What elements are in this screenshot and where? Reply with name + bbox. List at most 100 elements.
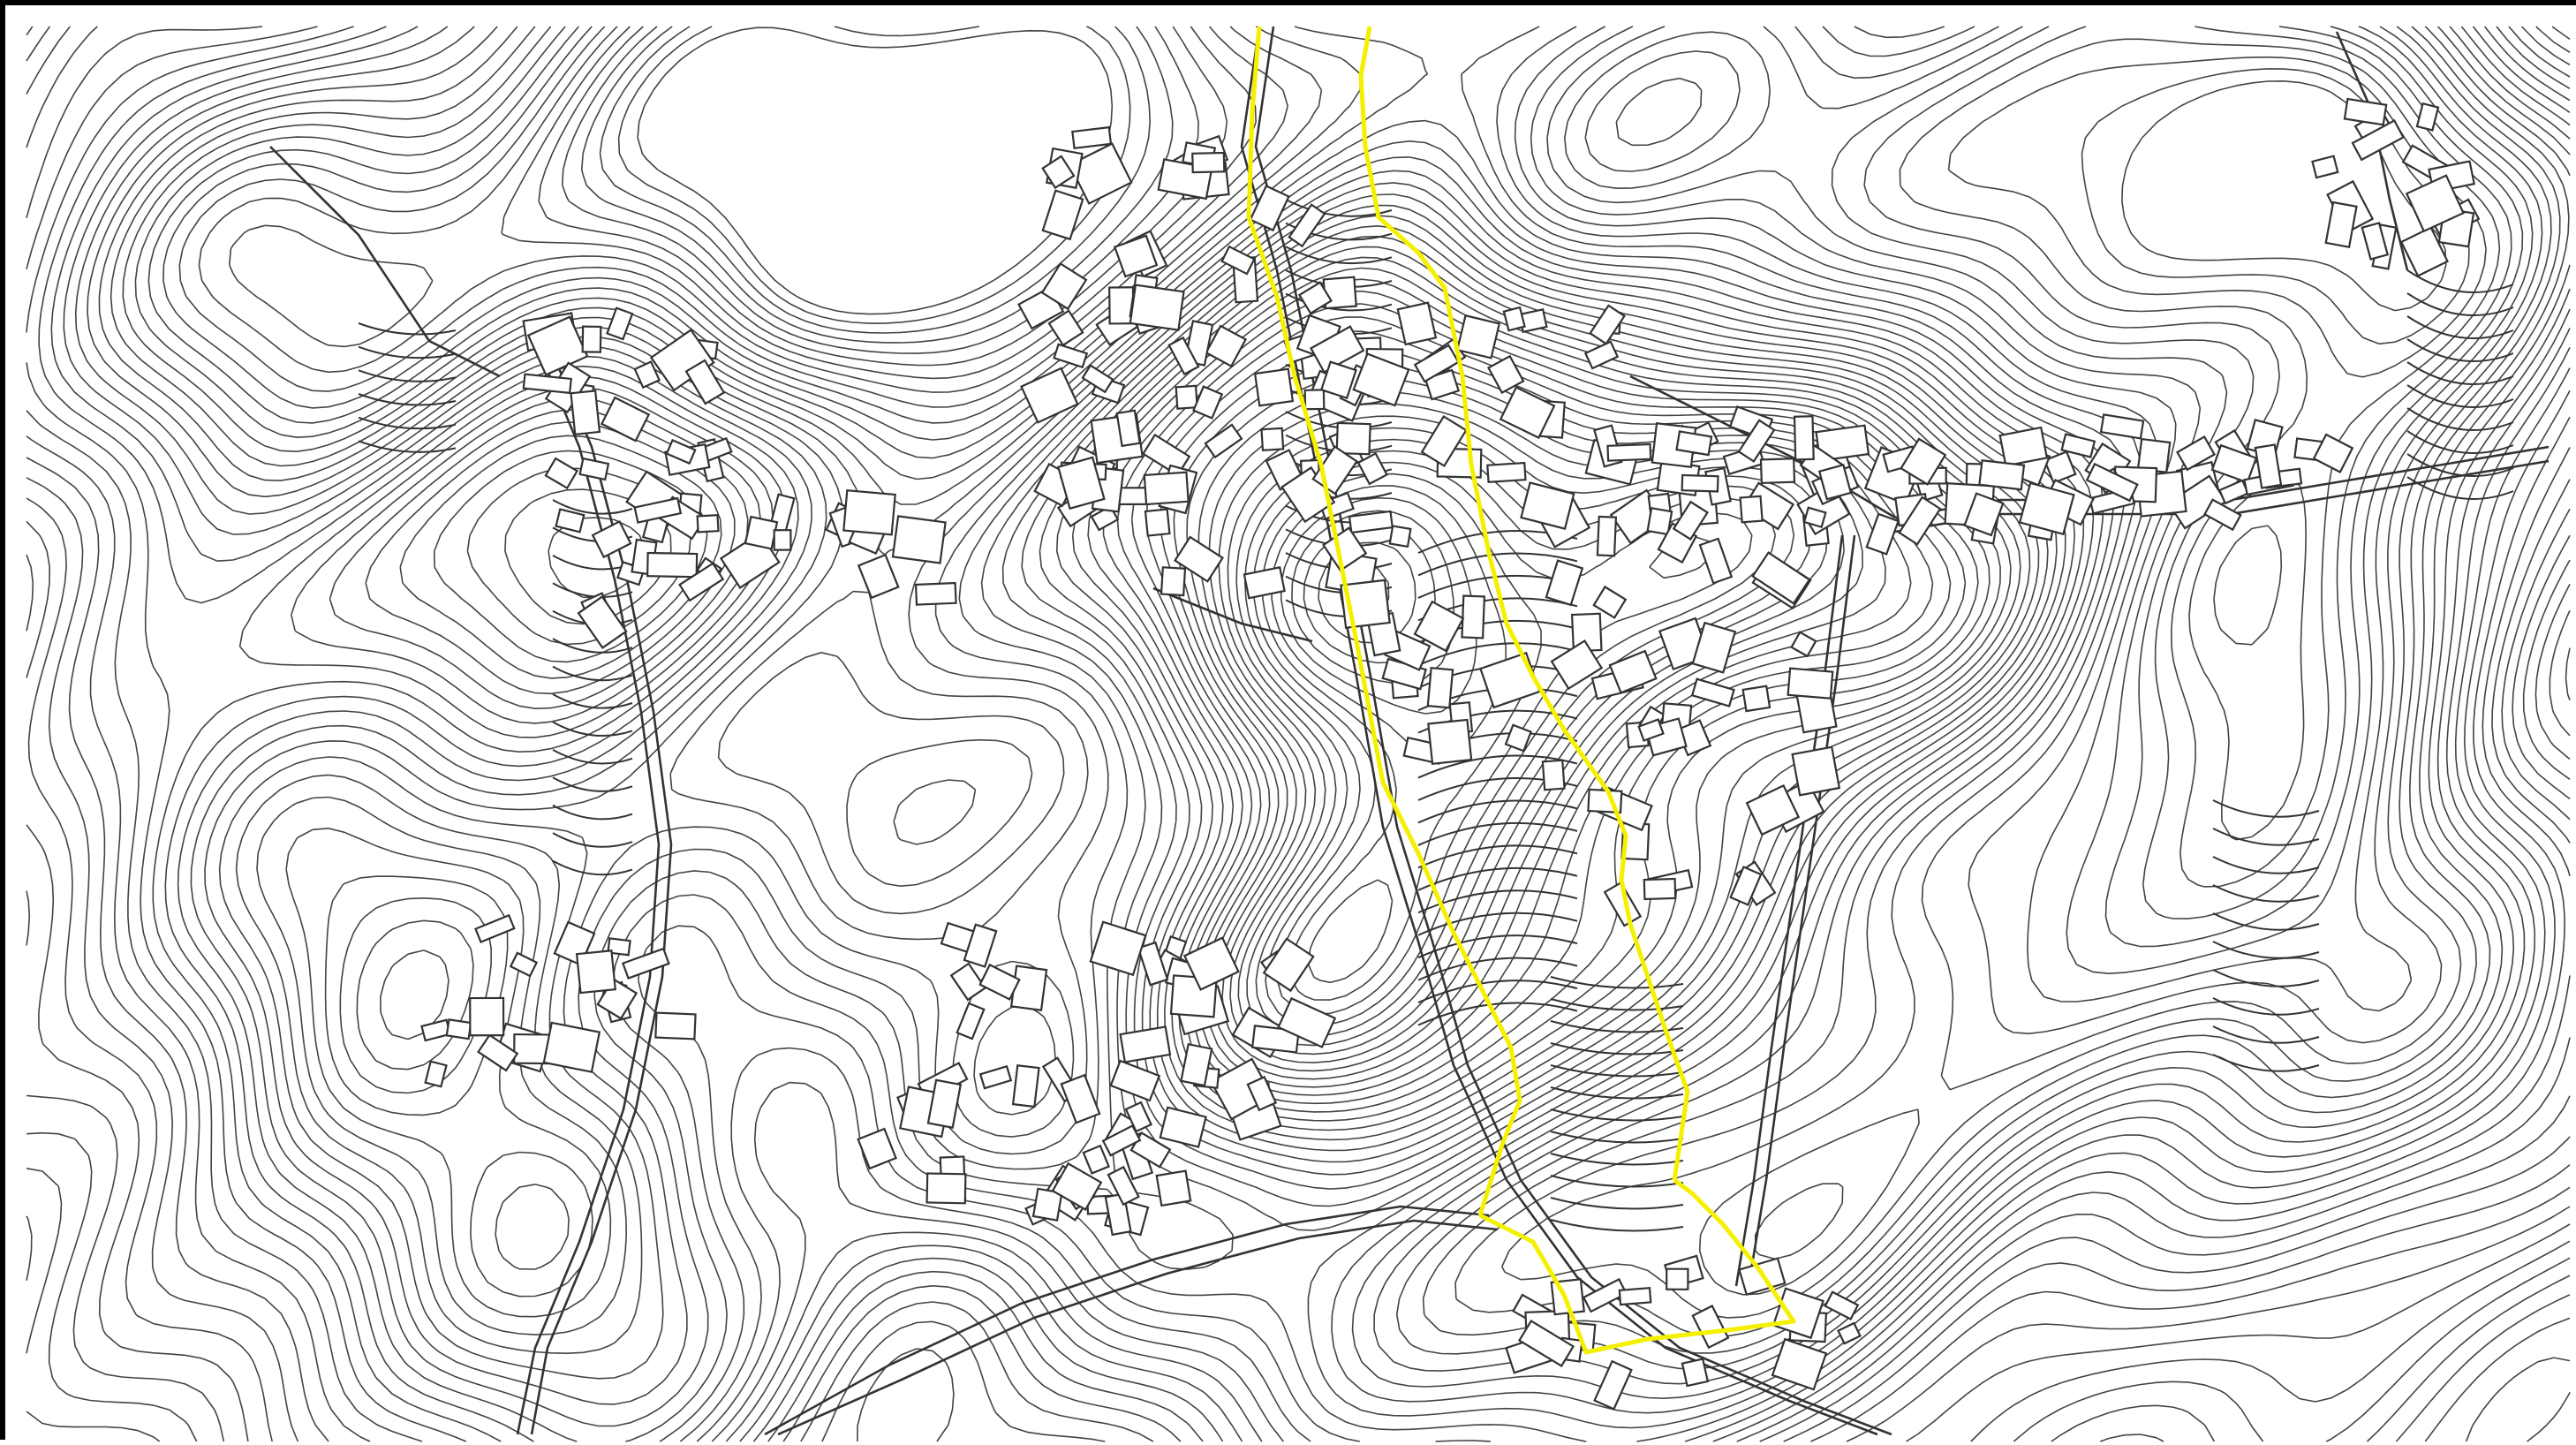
building — [1243, 565, 1286, 600]
building — [665, 438, 697, 465]
building — [1253, 367, 1295, 407]
contour-line — [74, 26, 2571, 1427]
terrace-line — [2406, 315, 2514, 339]
contour-line — [147, 26, 2570, 1319]
topographic-map[interactable] — [5, 5, 2576, 1445]
terrace-line — [2406, 292, 2514, 316]
building — [1593, 1359, 1633, 1411]
building — [1167, 336, 1200, 376]
building — [1898, 496, 1942, 546]
building — [1180, 1042, 1213, 1087]
building — [1396, 301, 1438, 346]
building — [578, 457, 610, 481]
terrace-line — [2406, 361, 2514, 385]
building — [1787, 667, 1834, 700]
building — [1246, 1075, 1278, 1112]
building — [963, 923, 998, 968]
building — [509, 951, 539, 978]
building — [1691, 621, 1737, 674]
terrace-line — [2406, 384, 2514, 408]
terrace-line — [358, 369, 457, 382]
building — [1998, 426, 2049, 467]
terrace-line — [358, 322, 457, 336]
building — [575, 949, 616, 995]
site-boundary-line[interactable] — [1358, 26, 1690, 1181]
terrace-line — [1417, 552, 1578, 577]
terrace-line — [1285, 246, 1393, 264]
terrace-line — [552, 776, 633, 792]
terrace-line — [1550, 1175, 1684, 1188]
road — [516, 340, 661, 1435]
building — [1056, 456, 1106, 511]
building — [1802, 506, 1827, 529]
building — [474, 913, 516, 943]
site-boundary-line[interactable] — [1246, 26, 1522, 1216]
building — [1637, 718, 1665, 742]
building — [1793, 415, 1815, 461]
building — [1352, 352, 1410, 407]
road — [269, 146, 501, 378]
building — [1144, 508, 1171, 537]
site-boundary-line[interactable] — [1478, 1178, 1796, 1355]
building — [2343, 97, 2388, 126]
building — [1681, 473, 1719, 493]
building — [1606, 443, 1652, 462]
building — [1040, 261, 1088, 311]
terrace-line — [2406, 269, 2514, 293]
contour-line — [110, 26, 2571, 1370]
building — [1790, 631, 1817, 658]
building — [1142, 433, 1191, 477]
terrace-line — [1550, 1064, 1684, 1078]
building — [857, 1127, 897, 1170]
building — [1865, 512, 1900, 556]
terrace-line — [552, 721, 633, 738]
building — [1759, 458, 1796, 485]
building — [1550, 639, 1604, 691]
building — [926, 1078, 963, 1129]
building — [1160, 566, 1187, 597]
buildings — [420, 97, 2481, 1411]
building — [1113, 234, 1159, 278]
building — [2405, 174, 2465, 233]
building — [1486, 461, 1527, 484]
terrace-line — [552, 804, 633, 821]
building — [949, 962, 987, 1002]
terrace-line — [2406, 476, 2514, 500]
building — [1426, 667, 1454, 709]
building — [1420, 414, 1468, 468]
building — [1745, 783, 1801, 836]
building — [469, 996, 505, 1037]
building — [1297, 281, 1333, 315]
building — [678, 562, 725, 602]
building — [2099, 413, 2145, 440]
contour-line — [63, 26, 2571, 1442]
building — [1090, 504, 1120, 532]
building — [1250, 1025, 1300, 1054]
terrace-line — [1417, 912, 1578, 936]
terrace-line — [2212, 997, 2320, 1016]
site-boundary[interactable] — [1246, 26, 1796, 1355]
building — [1174, 535, 1224, 583]
building — [684, 359, 726, 405]
terrace-line — [2212, 912, 2320, 931]
building — [914, 581, 957, 606]
terrace-line — [2406, 407, 2514, 431]
building — [1356, 451, 1388, 486]
building — [891, 515, 947, 564]
building — [1089, 920, 1147, 977]
building — [2085, 462, 2139, 503]
terrace-line — [1417, 844, 1578, 869]
terrace-line — [1550, 976, 1684, 989]
building — [633, 496, 683, 524]
building — [1191, 151, 1226, 174]
building — [925, 1172, 967, 1205]
building — [1031, 1187, 1063, 1222]
road — [530, 340, 673, 1435]
building — [1129, 284, 1185, 331]
terrace-line — [1417, 934, 1578, 959]
building — [2399, 226, 2450, 277]
building — [1582, 1277, 1628, 1313]
contour-line — [87, 26, 2571, 1405]
building — [621, 947, 670, 980]
building — [1771, 1287, 1824, 1340]
